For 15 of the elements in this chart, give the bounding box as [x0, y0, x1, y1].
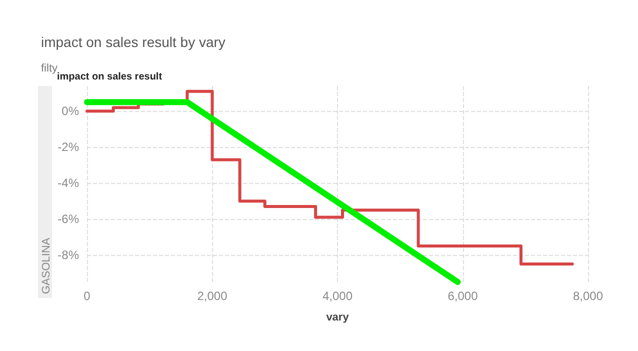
y-tick-label: -8% — [58, 248, 80, 262]
x-tick-label: 2,000 — [197, 289, 228, 303]
chart-subtitle: filty — [41, 62, 58, 74]
y-tick-label: -2% — [58, 140, 80, 154]
text: GASOLINA — [40, 237, 52, 294]
x-axis-title: vary — [326, 312, 350, 324]
x-tick-label: 4,000 — [322, 289, 353, 303]
x-tick-label: 0 — [84, 289, 91, 303]
chart-title: impact on sales result by vary — [41, 34, 226, 50]
y-tick-label: -6% — [58, 212, 80, 226]
y-tick-label: -4% — [58, 176, 80, 190]
x-tick-label: 8,000 — [572, 289, 604, 303]
x-tick-label: 6,000 — [448, 289, 478, 303]
y-axis-title: impact on sales result — [57, 72, 163, 82]
y-tick-label: 0% — [62, 104, 80, 118]
